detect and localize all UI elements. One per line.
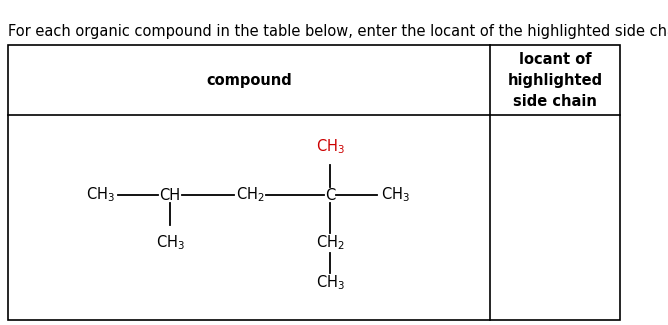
Text: CH: CH <box>160 188 180 202</box>
Text: CH$_3$: CH$_3$ <box>86 186 114 204</box>
Text: C: C <box>325 188 335 202</box>
Text: For each organic compound in the table below, enter the locant of the highlighte: For each organic compound in the table b… <box>8 24 668 39</box>
Bar <box>8 45 620 320</box>
Text: CH$_2$: CH$_2$ <box>315 234 345 252</box>
Text: CH$_3$: CH$_3$ <box>315 138 345 156</box>
Text: CH$_3$: CH$_3$ <box>156 234 184 252</box>
Text: CH$_2$: CH$_2$ <box>236 186 265 204</box>
Text: CH$_3$: CH$_3$ <box>315 274 345 292</box>
Text: locant of
highlighted
side chain: locant of highlighted side chain <box>508 51 603 109</box>
Text: CH$_3$: CH$_3$ <box>381 186 409 204</box>
Text: compound: compound <box>206 72 292 87</box>
